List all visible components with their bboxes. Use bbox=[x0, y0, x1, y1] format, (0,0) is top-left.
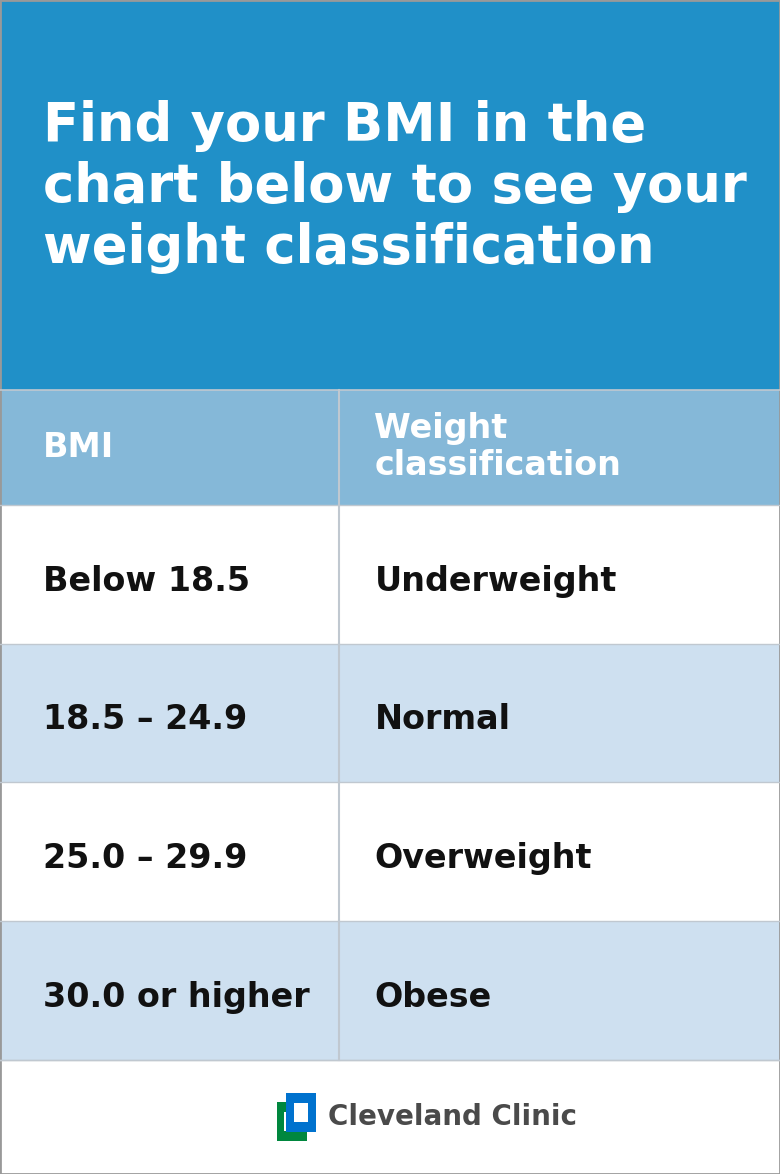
Bar bbox=[284, 1112, 300, 1132]
Text: 30.0 or higher: 30.0 or higher bbox=[43, 981, 310, 1014]
Text: Cleveland Clinic: Cleveland Clinic bbox=[328, 1104, 576, 1131]
Text: 25.0 – 29.9: 25.0 – 29.9 bbox=[43, 842, 247, 876]
Bar bbox=[286, 1093, 316, 1132]
Text: Normal: Normal bbox=[374, 703, 510, 736]
Bar bbox=[277, 1102, 307, 1141]
Text: Find your BMI in the
chart below to see your
weight classification: Find your BMI in the chart below to see … bbox=[43, 100, 746, 274]
Text: Obese: Obese bbox=[374, 981, 491, 1014]
Text: Below 18.5: Below 18.5 bbox=[43, 565, 250, 598]
Bar bbox=[293, 1102, 309, 1122]
Bar bbox=[0, 0, 780, 390]
Bar bbox=[0, 390, 780, 505]
Bar bbox=[0, 1060, 780, 1174]
Text: BMI: BMI bbox=[43, 431, 114, 464]
Bar bbox=[0, 643, 780, 782]
Text: Overweight: Overweight bbox=[374, 842, 592, 876]
Bar bbox=[0, 782, 780, 922]
Text: Underweight: Underweight bbox=[374, 565, 617, 598]
Text: Weight
classification: Weight classification bbox=[374, 412, 622, 483]
Bar bbox=[0, 922, 780, 1060]
Bar bbox=[0, 505, 780, 643]
Text: 18.5 – 24.9: 18.5 – 24.9 bbox=[43, 703, 247, 736]
